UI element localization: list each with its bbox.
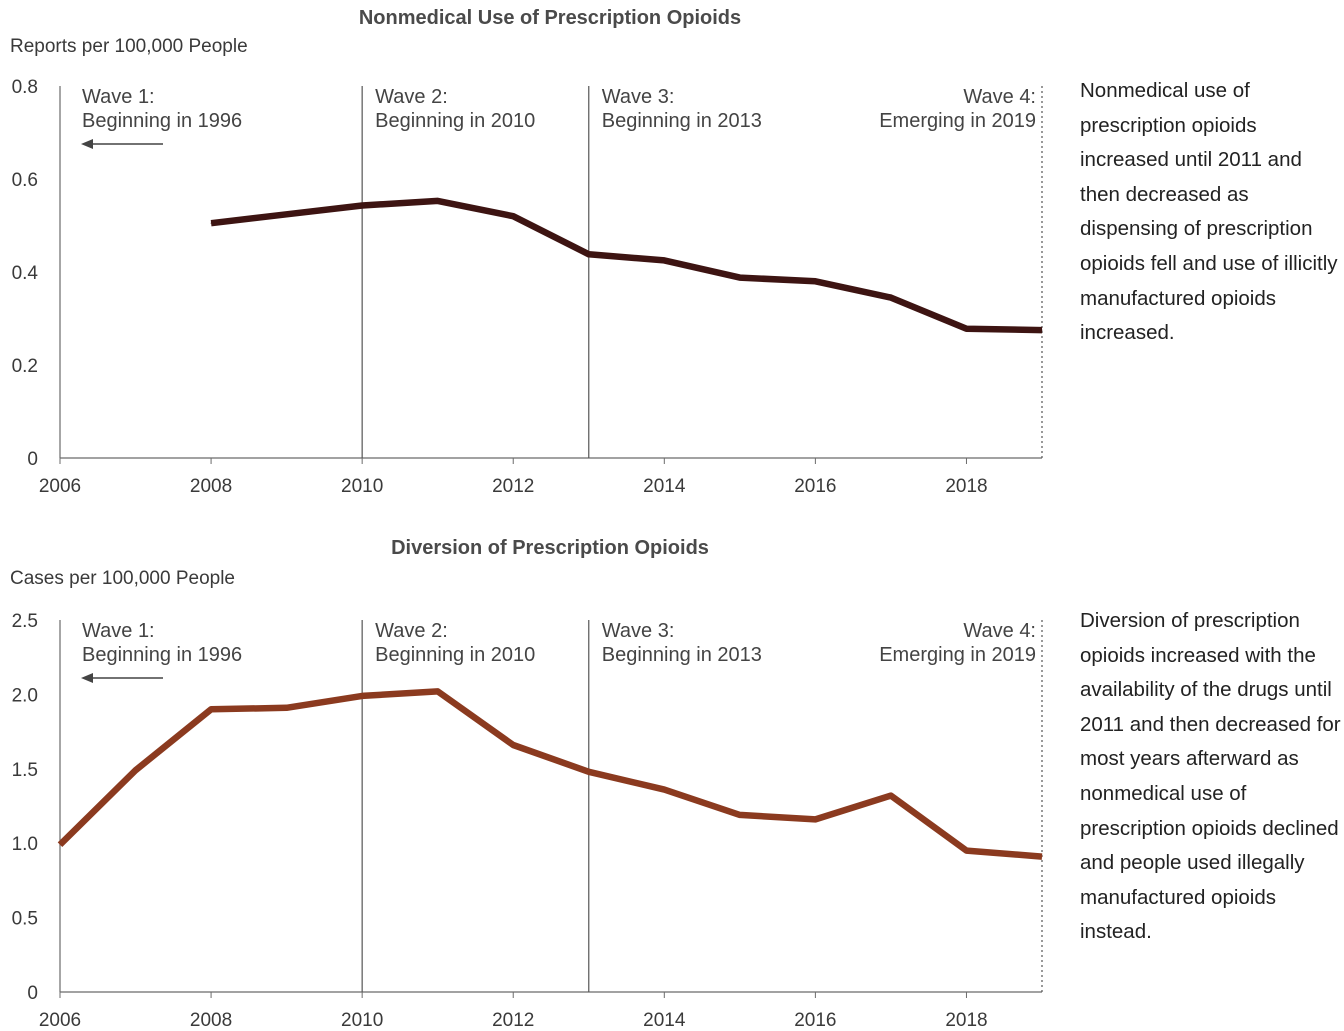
data-point: [663, 789, 665, 791]
data-point: [739, 277, 741, 279]
y-axis-label: Cases per 100,000 People: [10, 568, 235, 589]
data-point: [361, 695, 363, 697]
arrow-head-icon: [81, 673, 93, 683]
chart-annotation: Nonmedical use of prescription opioids i…: [1080, 79, 1338, 345]
y-tick-label: 0: [27, 983, 38, 1004]
line-chart-nonmedical-use: 0 0.2 0.4 0.6 0.8 2006 2008 2010 2012 2014 2016 201…: [12, 77, 1043, 497]
data-point: [361, 205, 363, 207]
wave-label-title: Wave 4:: [963, 620, 1036, 642]
wave-label-title: Wave 2:: [375, 86, 448, 108]
x-tick-label: 2010: [341, 476, 383, 497]
line-chart-diversion: 0 0.5 1.0 1.5 2.0 2.5 2006 2008 2010 2012 2014 2016…: [12, 611, 1043, 1031]
data-point: [437, 200, 439, 202]
data-point: [286, 707, 288, 709]
wave-label-subtitle: Beginning in 2010: [375, 110, 535, 132]
data-point: [512, 215, 514, 217]
wave-label-title: Wave 3:: [602, 86, 675, 108]
data-point: [890, 297, 892, 299]
y-tick-label: 2.0: [12, 685, 38, 706]
wave-label-title: Wave 1:: [82, 620, 155, 642]
wave-label-title: Wave 1:: [82, 86, 155, 108]
chart-title: Nonmedical Use of Prescription Opioids: [358, 7, 742, 29]
x-tick-label: 2008: [190, 1010, 232, 1031]
x-tick-label: 2006: [39, 1010, 81, 1031]
data-point: [1041, 329, 1043, 331]
x-tick-label: 2006: [39, 476, 81, 497]
data-series-line: [210, 197, 1043, 334]
data-point: [814, 818, 816, 820]
x-tick-label: 2018: [945, 476, 987, 497]
x-tick-label: 2018: [945, 1010, 987, 1031]
wave-label-title: Wave 2:: [375, 620, 448, 642]
wave-label-subtitle: Emerging in 2019: [879, 644, 1036, 666]
y-tick-label: 0: [27, 449, 38, 470]
data-point: [965, 850, 967, 852]
data-point: [59, 844, 61, 846]
y-tick-label: 2.5: [12, 611, 38, 632]
wave-label-subtitle: Beginning in 2013: [602, 644, 762, 666]
chart-panel-diversion: Diversion of Prescription Opioids Cases …: [0, 530, 1344, 1031]
data-point: [663, 259, 665, 261]
data-series-line: [57, 688, 1043, 860]
x-tick-label: 2012: [492, 1010, 534, 1031]
wave-label-subtitle: Beginning in 1996: [82, 644, 242, 666]
wave-label-subtitle: Beginning in 1996: [82, 110, 242, 132]
y-tick-label: 1.5: [12, 760, 38, 781]
data-point: [588, 771, 590, 773]
x-tick-label: 2012: [492, 476, 534, 497]
data-point: [135, 769, 137, 771]
data-point: [814, 280, 816, 282]
data-point: [286, 213, 288, 215]
wave-label-subtitle: Beginning in 2013: [602, 110, 762, 132]
data-point: [210, 222, 212, 224]
wave-label-subtitle: Beginning in 2010: [375, 644, 535, 666]
y-tick-label: 0.8: [12, 77, 38, 98]
x-tick-label: 2016: [794, 1010, 836, 1031]
data-point: [965, 328, 967, 330]
x-tick-label: 2014: [643, 476, 686, 497]
data-point: [588, 253, 590, 255]
y-tick-label: 0.4: [12, 263, 39, 284]
chart-annotation: Diversion of prescription opioids increa…: [1080, 609, 1341, 944]
wave-label-title: Wave 4:: [963, 86, 1036, 108]
y-tick-label: 0.2: [12, 356, 38, 377]
data-point: [1041, 856, 1043, 858]
x-tick-label: 2008: [190, 476, 232, 497]
data-point: [512, 744, 514, 746]
data-point: [437, 690, 439, 692]
data-point: [739, 814, 741, 816]
data-point: [210, 708, 212, 710]
wave-label-subtitle: Emerging in 2019: [879, 110, 1036, 132]
x-tick-label: 2014: [643, 1010, 686, 1031]
x-tick-label: 2010: [341, 1010, 383, 1031]
y-tick-label: 0.5: [12, 909, 38, 930]
y-axis-label: Reports per 100,000 People: [10, 36, 248, 57]
x-tick-label: 2016: [794, 476, 836, 497]
chart-panel-nonmedical-use: Nonmedical Use of Prescription Opioids R…: [0, 0, 1344, 515]
chart-title: Diversion of Prescription Opioids: [391, 537, 709, 559]
y-tick-label: 1.0: [12, 834, 38, 855]
arrow-head-icon: [81, 139, 93, 149]
data-point: [890, 795, 892, 797]
y-tick-label: 0.6: [12, 170, 38, 191]
wave-label-title: Wave 3:: [602, 620, 675, 642]
